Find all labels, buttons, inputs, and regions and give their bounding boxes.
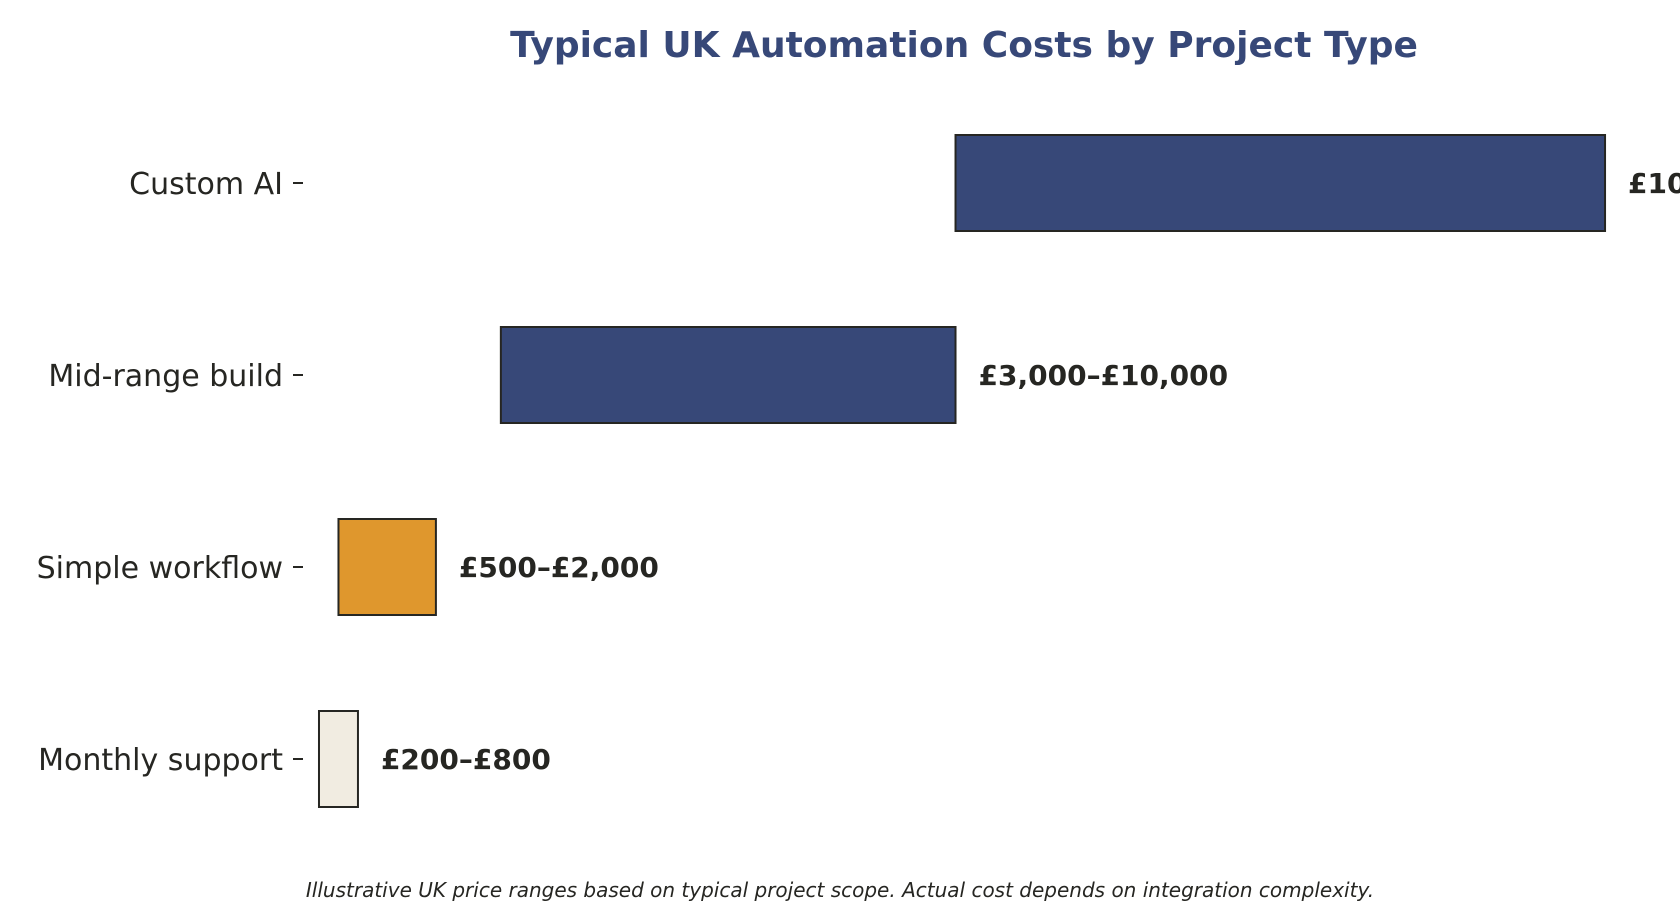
value-label-simple-workflow: £500–£2,000 — [459, 551, 659, 584]
chart-footnote: Illustrative UK price ranges based on ty… — [306, 878, 1374, 902]
bar-custom-ai — [954, 134, 1607, 232]
value-label-mid-range-build: £3,000–£10,000 — [979, 359, 1229, 392]
y-tick-label-mid-range-build: Mid-range build — [48, 359, 283, 394]
bars — [317, 134, 1607, 808]
bar-monthly-support — [317, 710, 359, 808]
y-axis: Custom AI Mid-range build Simple workflow M… — [37, 167, 303, 778]
value-label-monthly-support: £200–£800 — [381, 743, 551, 776]
y-tick-label-simple-workflow: Simple workflow — [37, 551, 283, 586]
bar-simple-workflow — [337, 518, 437, 616]
value-label-custom-ai: £10,000+ — [1628, 167, 1680, 200]
bar-mid-range-build — [499, 326, 957, 424]
chart-title: Typical UK Automation Costs by Project T… — [510, 25, 1418, 66]
y-tick-label-custom-ai: Custom AI — [129, 167, 283, 202]
y-tick-label-monthly-support: Monthly support — [38, 743, 283, 778]
value-labels: £10,000+ £3,000–£10,000 £500–£2,000 £200–£8… — [381, 167, 1680, 776]
